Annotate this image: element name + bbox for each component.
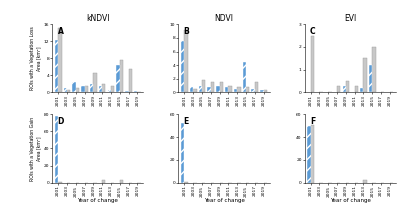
Title: kNDVI: kNDVI	[86, 15, 110, 23]
Text: C: C	[310, 27, 316, 36]
Title: EVI: EVI	[344, 15, 356, 23]
Bar	[181, 123, 184, 183]
Bar	[108, 90, 111, 92]
Bar	[193, 89, 196, 92]
Bar	[307, 126, 311, 183]
Y-axis label: ROIs with a Vegetation Loss
Area [km²]: ROIs with a Vegetation Loss Area [km²]	[30, 26, 41, 90]
Bar	[252, 89, 255, 92]
Bar	[337, 86, 340, 92]
Bar	[58, 28, 62, 92]
Bar	[84, 86, 88, 92]
Text: B: B	[184, 27, 190, 36]
Bar	[134, 91, 137, 92]
Bar	[342, 86, 346, 92]
Bar	[234, 89, 237, 92]
Text: D: D	[58, 117, 64, 126]
Bar	[355, 86, 358, 92]
Bar	[81, 86, 84, 92]
Bar	[225, 87, 228, 92]
Bar	[116, 65, 120, 92]
Bar	[372, 47, 376, 92]
Bar	[311, 125, 314, 183]
Bar	[311, 36, 314, 92]
Bar	[216, 86, 220, 92]
Bar	[243, 62, 246, 92]
Bar	[76, 88, 79, 92]
Bar	[369, 65, 372, 92]
Y-axis label: ROIs with a Vegetation Gain
Area [km²]: ROIs with a Vegetation Gain Area [km²]	[30, 116, 41, 181]
Bar	[55, 40, 58, 92]
Bar	[360, 88, 364, 92]
Bar	[246, 87, 249, 92]
Bar	[102, 84, 106, 92]
Bar	[264, 90, 267, 92]
Bar	[102, 180, 106, 183]
Text: F: F	[310, 117, 315, 126]
Bar	[220, 82, 223, 92]
Bar	[208, 87, 211, 92]
Bar	[128, 69, 132, 92]
X-axis label: Year of change: Year of change	[330, 198, 371, 203]
Bar	[202, 80, 205, 92]
Title: NDVI: NDVI	[214, 15, 234, 23]
Bar	[199, 86, 202, 92]
X-axis label: Year of change: Year of change	[77, 198, 118, 203]
Bar	[64, 88, 67, 92]
Bar	[260, 90, 264, 92]
Bar	[228, 86, 232, 92]
Bar	[93, 73, 97, 92]
Bar	[364, 58, 367, 92]
X-axis label: Year of change: Year of change	[204, 198, 244, 203]
Bar	[120, 180, 123, 183]
Bar	[111, 86, 114, 92]
Text: E: E	[184, 117, 189, 126]
Text: A: A	[58, 27, 63, 36]
Bar	[190, 87, 193, 92]
Bar	[72, 82, 76, 92]
Bar	[90, 84, 93, 92]
Bar	[255, 82, 258, 92]
Bar	[120, 61, 123, 92]
Bar	[181, 41, 184, 92]
Bar	[237, 87, 240, 92]
Bar	[184, 30, 188, 92]
Bar	[99, 86, 102, 92]
Bar	[55, 116, 58, 183]
Bar	[346, 81, 349, 92]
Bar	[67, 90, 70, 92]
Bar	[364, 180, 367, 183]
Bar	[125, 91, 128, 92]
Bar	[211, 82, 214, 92]
